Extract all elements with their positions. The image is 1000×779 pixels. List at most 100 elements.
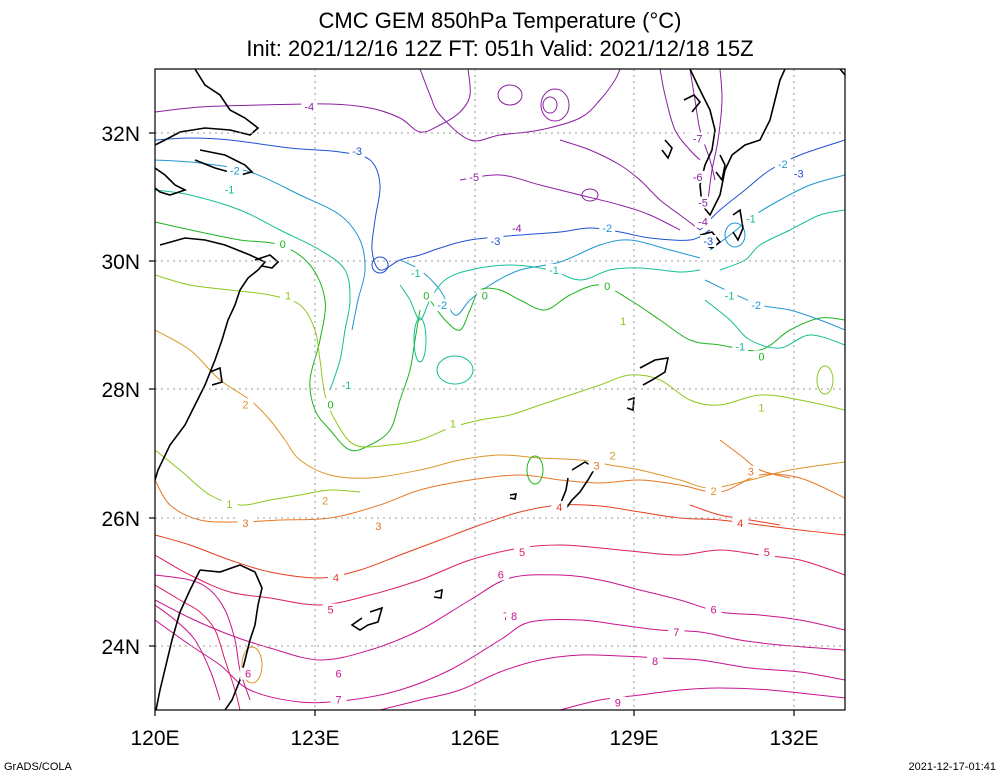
lon-label-129: 129E [609,727,658,750]
contour-label: -1 [342,380,352,392]
contour-label-bg [758,545,775,558]
contour-label-bg [487,234,504,247]
contour-label-bg [705,484,722,497]
gridlines [155,69,845,710]
contour-label: 4 [556,502,562,514]
contour-label: 6 [498,569,504,581]
coastline [254,254,280,269]
contour-label: -2 [230,165,240,177]
contour-label: 1 [450,419,456,431]
isotherm-9 [559,687,845,710]
coastline [626,396,635,412]
coastline [732,208,744,242]
contour-label: 3 [748,467,754,479]
contour-label: 9 [615,697,621,709]
contour-label-bg [753,350,770,363]
contour-label-bg [546,263,562,276]
lat-label-30: 30N [101,251,140,274]
contour-label-bg [700,234,717,247]
isotherm-4 [155,504,845,579]
isotherm-minus2 [704,279,845,331]
contour-label-bg [330,667,347,680]
contour-label: -5 [698,198,708,210]
isotherm-minus4 [419,69,621,142]
contour-label: -3 [794,169,804,181]
isotherm-3 [719,439,791,479]
contour-label-bg [466,170,483,183]
contour-label: 2 [711,486,717,498]
isotherm-minus7 [659,69,701,161]
contour-label: 3 [242,518,248,530]
coastline [509,493,518,500]
contour-label: -5 [469,172,479,184]
lat-label-32: 32N [101,123,140,146]
contour-label-bg [492,568,509,581]
contour-label-bg [226,164,243,177]
contour-label-bg [274,238,291,251]
lat-label-24: 24N [101,636,140,659]
contour-label: 0 [482,290,488,302]
contour-label: 1 [226,499,232,511]
contour-label-bg [609,696,626,709]
contour-label: 1 [758,403,764,415]
isotherm-minus6 [689,69,716,181]
isotherm-6 [155,574,845,661]
isotherm-loop [540,88,570,122]
contour-label-bg [514,545,531,558]
contour-label: 6 [335,669,341,681]
contour-label-bg [322,398,339,411]
contour-label: -2 [751,300,761,312]
map-subtitle: Init: 2021/12/16 12Z FT: 051h Valid: 202… [246,36,754,61]
contour-label: -6 [693,172,703,184]
coastline [194,149,254,176]
contour-label: -1 [225,185,235,197]
contour-label: -4 [512,223,522,235]
coastline [683,94,702,113]
isotherm-7 [155,619,845,704]
contour-label-bg [506,609,523,622]
contour-label-bg [694,196,711,209]
contour-label-bg [774,158,791,171]
contour-label-bg [748,299,765,312]
contour-label: 0 [423,290,429,302]
footer-timestamp: 2021-12-17-01:41 [908,761,996,773]
contour-label: -4 [304,101,314,113]
isotherm-loop [241,646,263,684]
isotherm-minus4 [155,69,471,133]
contour-label-bg [240,667,257,680]
contour-label-bg [599,222,616,235]
contour-label-bg [551,500,568,513]
contour-label: 8 [511,611,517,623]
contour-label-bg [668,625,685,638]
coastline [715,154,726,182]
footer-software: GrADS/COLA [4,761,72,773]
coastline [199,564,263,710]
contour-label: 6 [245,669,251,681]
contour-label-bg [742,212,759,225]
isotherm-minus2 [709,174,845,251]
isotherm-loop [816,365,834,395]
isotherm-minus1 [704,299,845,349]
contour-label: -1 [411,268,421,280]
isotherm-minus2 [399,239,701,316]
contour-label: 5 [764,547,770,559]
contour-label-bg [444,417,461,430]
coastline [350,606,384,631]
isotherm-loop [371,256,389,274]
contour-label: 7 [673,627,679,639]
contour-label: 0 [758,351,764,363]
contour-label: -7 [693,133,703,145]
contour-label-bg [370,520,387,533]
contour-label-bg [327,571,344,584]
isotherm-minus5 [707,69,723,201]
contour-label-bg [599,279,616,292]
contour-label-bg [407,267,424,280]
contour-label-bg [604,449,621,462]
contour-label: 4 [333,572,339,584]
isotherm-loop [542,96,558,114]
contour-label: 5 [519,547,525,559]
isotherm-minus1 [155,189,351,391]
contour-label: -4 [698,217,708,229]
